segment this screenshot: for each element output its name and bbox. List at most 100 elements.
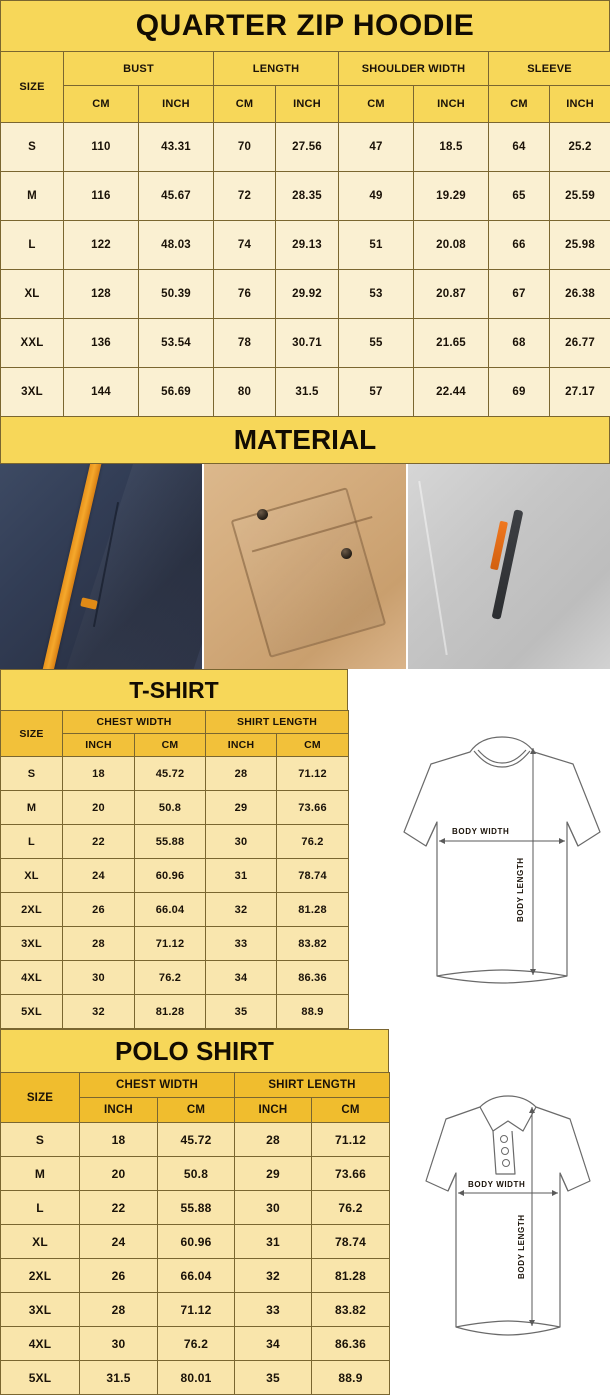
- table-row: 4XL 30 76.2 34 86.36: [1, 1327, 390, 1361]
- polo-unit-chest-cm: CM: [158, 1098, 235, 1123]
- cell-chest-inch: 22: [63, 825, 135, 859]
- cell-length-inch: 30.71: [276, 319, 339, 368]
- tshirt-col-size: SIZE: [1, 711, 63, 757]
- cell-length-inch: 33: [235, 1293, 312, 1327]
- tshirt-col-chest-width: CHEST WIDTH: [63, 711, 206, 734]
- hoodie-title: QUARTER ZIP HOODIE: [0, 0, 610, 51]
- table-row: XL 128 50.39 76 29.92 53 20.87 67 26.38: [1, 270, 610, 319]
- cell-shoulder-inch: 19.29: [414, 172, 489, 221]
- cell-chest-cm: 50.8: [158, 1157, 235, 1191]
- cell-length-cm: 86.36: [312, 1327, 390, 1361]
- hoodie-col-bust: BUST: [64, 52, 214, 86]
- polo-unit-length-cm: CM: [312, 1098, 390, 1123]
- polo-body-length-label: BODY LENGTH: [517, 1214, 526, 1279]
- cell-length-cm: 81.28: [312, 1259, 390, 1293]
- table-row: L 122 48.03 74 29.13 51 20.08 66 25.98: [1, 221, 610, 270]
- cell-length-inch: 31: [206, 859, 277, 893]
- cell-size: 4XL: [1, 1327, 80, 1361]
- polo-button-icon: [502, 1148, 509, 1155]
- cell-length-inch: 32: [206, 893, 277, 927]
- hoodie-col-sleeve: SLEEVE: [489, 52, 610, 86]
- cell-length-inch: 34: [235, 1327, 312, 1361]
- cell-bust-cm: 110: [64, 123, 139, 172]
- cell-length-inch: 34: [206, 961, 277, 995]
- cell-size: 5XL: [1, 995, 63, 1029]
- cell-length-cm: 73.66: [312, 1157, 390, 1191]
- cell-length-cm: 80: [214, 368, 276, 417]
- cell-shoulder-inch: 22.44: [414, 368, 489, 417]
- table-row: M 20 50.8 29 73.66: [1, 1157, 390, 1191]
- table-row: S 18 45.72 28 71.12: [1, 757, 349, 791]
- cell-length-cm: 76: [214, 270, 276, 319]
- table-row: XL 24 60.96 31 78.74: [1, 859, 349, 893]
- tshirt-size-table: SIZE CHEST WIDTH SHIRT LENGTH INCH CM IN…: [0, 710, 349, 1029]
- cell-size: XXL: [1, 319, 64, 368]
- cell-chest-inch: 32: [63, 995, 135, 1029]
- table-row: 3XL 28 71.12 33 83.82: [1, 1293, 390, 1327]
- tshirt-group-header-row: SIZE CHEST WIDTH SHIRT LENGTH: [1, 711, 349, 734]
- cell-chest-inch: 18: [80, 1123, 158, 1157]
- cell-size: 3XL: [1, 927, 63, 961]
- arrow-left-icon: [458, 1190, 464, 1196]
- cell-length-cm: 86.36: [277, 961, 349, 995]
- hoodie-col-shoulder-width: SHOULDER WIDTH: [339, 52, 489, 86]
- cell-sleeve-inch: 26.38: [550, 270, 610, 319]
- left-sleeve-hem: [426, 822, 437, 846]
- cell-shoulder-cm: 47: [339, 123, 414, 172]
- polo-col-shirt-length: SHIRT LENGTH: [235, 1073, 390, 1098]
- cell-chest-cm: 50.8: [135, 791, 206, 825]
- cell-chest-inch: 31.5: [80, 1361, 158, 1395]
- cell-chest-inch: 28: [63, 927, 135, 961]
- collar-inner: [478, 750, 526, 763]
- cell-size: M: [1, 791, 63, 825]
- cell-chest-cm: 71.12: [158, 1293, 235, 1327]
- cell-shoulder-cm: 49: [339, 172, 414, 221]
- cell-size: L: [1, 825, 63, 859]
- cell-chest-cm: 80.01: [158, 1361, 235, 1395]
- cell-chest-cm: 76.2: [158, 1327, 235, 1361]
- cell-bust-cm: 128: [64, 270, 139, 319]
- polo-unit-length-inch: INCH: [235, 1098, 312, 1123]
- cell-length-inch: 29: [235, 1157, 312, 1191]
- cell-bust-cm: 144: [64, 368, 139, 417]
- cell-shoulder-inch: 18.5: [414, 123, 489, 172]
- cell-length-cm: 71.12: [277, 757, 349, 791]
- cell-bust-cm: 122: [64, 221, 139, 270]
- cell-bust-cm: 136: [64, 319, 139, 368]
- polo-diagram: BODY WIDTH BODY LENGTH: [418, 1069, 598, 1359]
- cell-sleeve-cm: 67: [489, 270, 550, 319]
- cell-size: M: [1, 172, 64, 221]
- cell-size: 2XL: [1, 1259, 80, 1293]
- tshirt-unit-length-cm: CM: [277, 734, 349, 757]
- cell-chest-cm: 60.96: [135, 859, 206, 893]
- collar: [480, 1107, 536, 1131]
- cell-chest-inch: 24: [80, 1225, 158, 1259]
- cell-bust-cm: 116: [64, 172, 139, 221]
- hoodie-group-header-row: SIZE BUST LENGTH SHOULDER WIDTH SLEEVE: [1, 52, 610, 86]
- cell-chest-inch: 28: [80, 1293, 158, 1327]
- hoodie-section: QUARTER ZIP HOODIE SIZE BUST LENGTH SHOU…: [0, 0, 610, 417]
- cell-length-inch: 27.56: [276, 123, 339, 172]
- table-row: M 20 50.8 29 73.66: [1, 791, 349, 825]
- cell-length-cm: 76.2: [277, 825, 349, 859]
- polo-body-width-label: BODY WIDTH: [468, 1180, 525, 1189]
- cell-shoulder-inch: 21.65: [414, 319, 489, 368]
- hoodie-unit-sleeve-cm: CM: [489, 86, 550, 123]
- arrow-right-icon: [559, 838, 565, 844]
- cell-length-cm: 81.28: [277, 893, 349, 927]
- cell-size: XL: [1, 1225, 80, 1259]
- cell-sleeve-cm: 64: [489, 123, 550, 172]
- cell-sleeve-cm: 65: [489, 172, 550, 221]
- cell-shoulder-cm: 51: [339, 221, 414, 270]
- table-row: 2XL 26 66.04 32 81.28: [1, 893, 349, 927]
- hoodie-unit-length-cm: CM: [214, 86, 276, 123]
- cell-length-cm: 83.82: [277, 927, 349, 961]
- cell-bust-inch: 45.67: [139, 172, 214, 221]
- grey-zip-pocket-detail-photo: [408, 464, 610, 669]
- cell-length-cm: 88.9: [312, 1361, 390, 1395]
- cell-sleeve-inch: 25.59: [550, 172, 610, 221]
- polo-button-icon: [503, 1160, 510, 1167]
- cell-shoulder-inch: 20.08: [414, 221, 489, 270]
- table-row: XXL 136 53.54 78 30.71 55 21.65 68 26.77: [1, 319, 610, 368]
- cell-length-cm: 88.9: [277, 995, 349, 1029]
